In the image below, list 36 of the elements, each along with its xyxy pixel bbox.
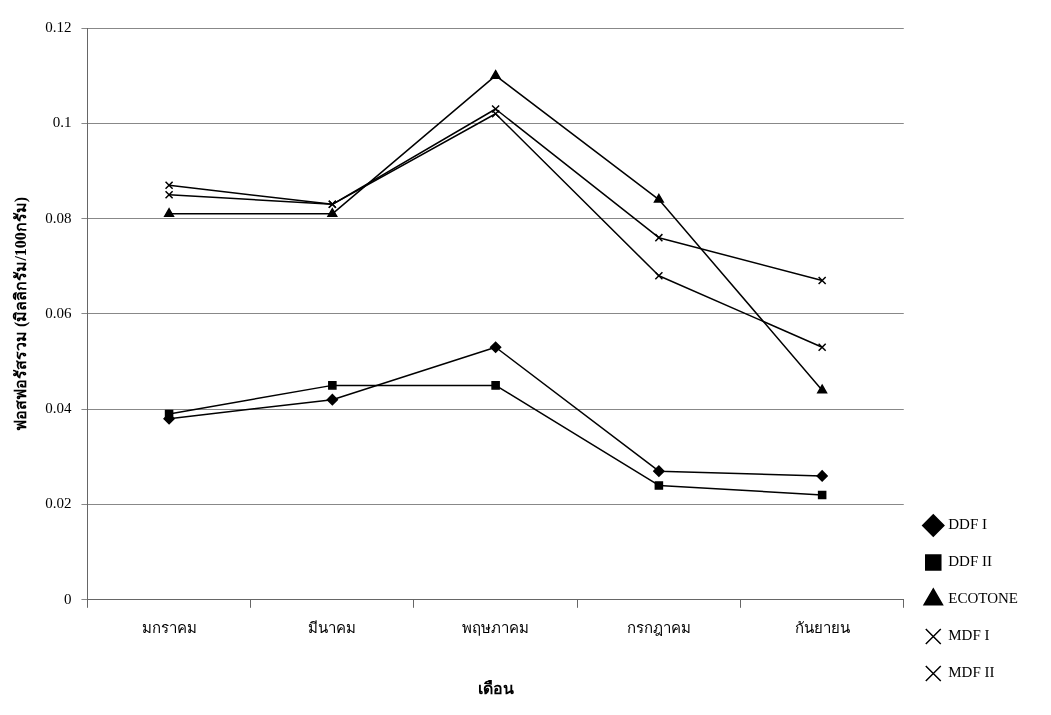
- y-tick-label: 0.12: [45, 18, 72, 35]
- point: [653, 193, 664, 203]
- y-tick-label: 0.04: [45, 400, 72, 417]
- legend-label: DDF I: [948, 516, 988, 533]
- x-axis-title: เดือน: [477, 679, 514, 697]
- y-tick-label: 0: [63, 590, 72, 607]
- y-tick-label: 0.02: [45, 495, 72, 512]
- legend-label: DDF II: [948, 553, 993, 570]
- point: [490, 69, 501, 79]
- point: [491, 381, 500, 390]
- y-tick-label: 0.1: [52, 114, 72, 131]
- point: [817, 384, 828, 394]
- point: [817, 342, 827, 352]
- point: [817, 490, 827, 500]
- x-tick-label: มีนาคม: [308, 619, 357, 636]
- y-tick-label: 0.08: [45, 209, 72, 226]
- legend-label: ECOTONE: [948, 590, 1019, 607]
- point: [489, 341, 502, 354]
- x-tick-label: มกราคม: [141, 619, 197, 636]
- x-tick-label: พฤษภาคม: [462, 619, 530, 636]
- legend-label: MDF II: [948, 664, 995, 681]
- legend-label: MDF I: [948, 627, 990, 644]
- point: [816, 470, 828, 482]
- x-tick-label: กรกฎาคม: [626, 619, 691, 636]
- point: [326, 393, 339, 406]
- y-axis-title: ฟอสฟอรัสรวม (มิลลิกรัม/100กรัม): [11, 196, 30, 431]
- y-tick-label: 0.06: [45, 304, 72, 321]
- point: [654, 233, 664, 242]
- point: [328, 381, 337, 390]
- point: [654, 271, 664, 281]
- point: [654, 481, 664, 490]
- point: [164, 208, 175, 218]
- point: [817, 276, 827, 285]
- point: [653, 465, 665, 477]
- x-tick-label: กันยายน: [794, 619, 850, 636]
- point: [327, 208, 338, 218]
